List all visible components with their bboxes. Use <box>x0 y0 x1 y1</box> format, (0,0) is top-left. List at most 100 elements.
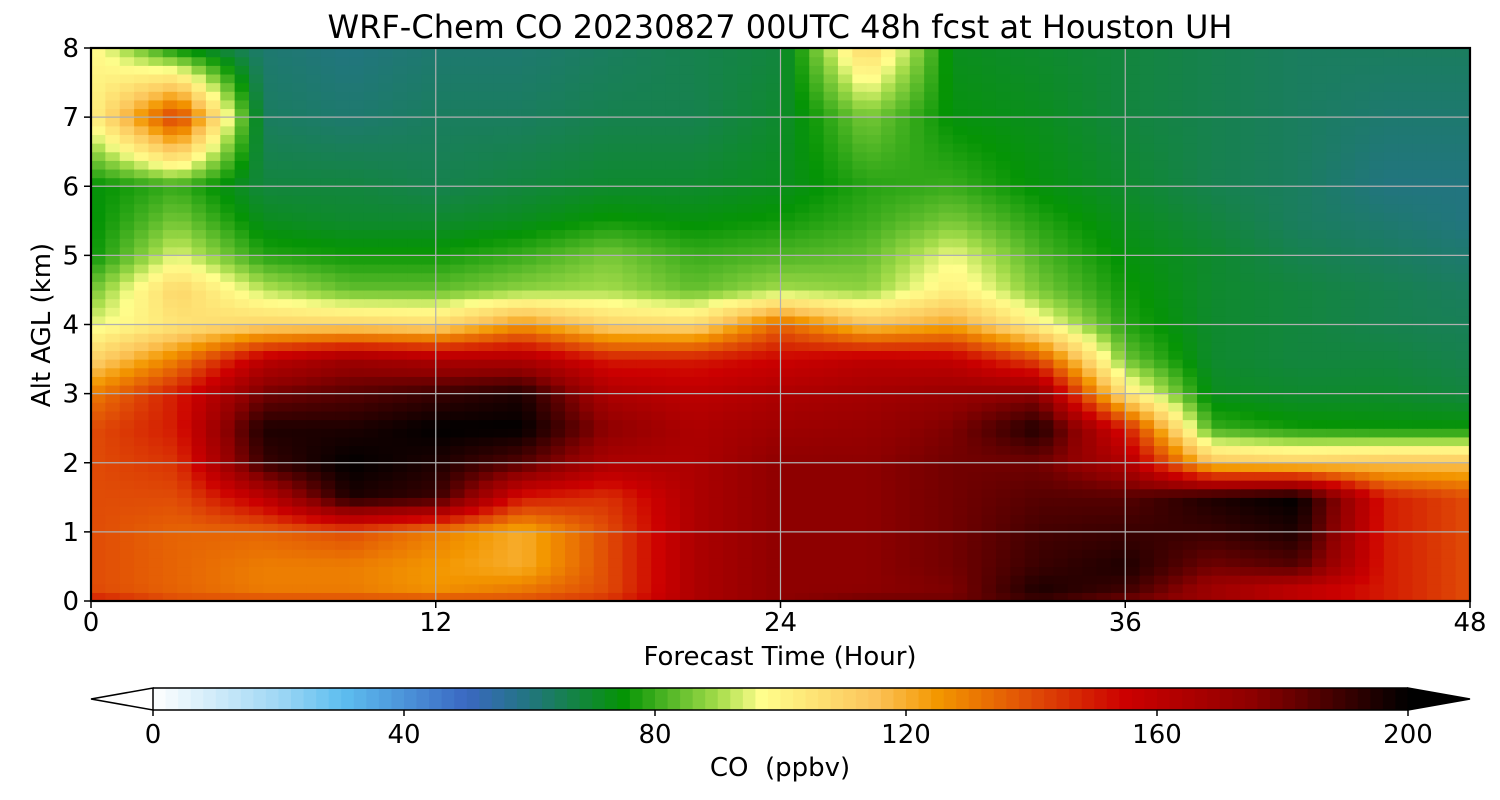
heatmap-cell <box>464 471 480 481</box>
heatmap-cell <box>837 341 853 352</box>
heatmap-cell <box>981 203 997 213</box>
heatmap-cell <box>1355 203 1371 213</box>
heatmap-cell <box>263 186 279 196</box>
heatmap-cell <box>579 168 595 179</box>
heatmap-cell <box>1240 212 1256 222</box>
heatmap-cell <box>708 359 724 369</box>
heatmap-cell <box>579 255 595 265</box>
heatmap-cell <box>292 168 308 179</box>
heatmap-cell <box>1182 238 1198 248</box>
heatmap-cell <box>737 376 753 386</box>
heatmap-cell <box>694 255 710 265</box>
heatmap-cell <box>1340 462 1356 472</box>
heatmap-cell <box>1398 462 1414 472</box>
heatmap-cell <box>91 454 106 464</box>
heatmap-cell <box>651 298 667 308</box>
heatmap-cell <box>320 186 336 196</box>
heatmap-cell <box>392 177 408 187</box>
heatmap-cell <box>1283 410 1299 421</box>
heatmap-cell <box>723 583 738 593</box>
heatmap-cell <box>277 471 293 481</box>
heatmap-cell <box>1340 436 1356 447</box>
heatmap-cell <box>1426 454 1442 464</box>
heatmap-cell <box>407 488 422 498</box>
heatmap-cell <box>1254 583 1270 593</box>
heatmap-cell <box>909 220 925 231</box>
heatmap-cell <box>306 359 322 369</box>
heatmap-cell <box>1369 410 1385 421</box>
heatmap-cell <box>593 177 609 187</box>
heatmap-cell <box>1441 255 1457 265</box>
heatmap-cell <box>651 566 667 576</box>
heatmap-cell <box>220 523 236 533</box>
heatmap-cell <box>1168 583 1184 593</box>
heatmap-cell <box>177 471 193 481</box>
heatmap-cell <box>550 566 566 576</box>
heatmap-cell <box>737 480 753 490</box>
heatmap-cell <box>349 471 365 481</box>
heatmap-cell <box>565 540 580 550</box>
heatmap-cell <box>421 264 437 274</box>
heatmap-cell <box>234 255 250 265</box>
heatmap-cell <box>1441 238 1457 248</box>
heatmap-cell <box>507 307 523 317</box>
heatmap-cell <box>1326 514 1342 524</box>
heatmap-cell <box>1297 540 1313 550</box>
heatmap-cell <box>1311 592 1327 601</box>
heatmap-cell <box>823 151 839 161</box>
heatmap-cell <box>694 350 710 360</box>
heatmap-cell <box>737 393 753 403</box>
heatmap-cell <box>794 523 810 533</box>
heatmap-cell <box>723 333 738 343</box>
heatmap-cell <box>909 410 925 421</box>
heatmap-cell <box>1426 246 1442 256</box>
heatmap-cell <box>1153 583 1169 593</box>
heatmap-cell <box>766 575 782 585</box>
heatmap-cell <box>1412 333 1428 343</box>
heatmap-cell <box>363 436 379 447</box>
heatmap-cell <box>694 212 710 222</box>
heatmap-cell <box>493 298 509 308</box>
heatmap-cell <box>1139 488 1155 498</box>
heatmap-cell <box>234 488 250 498</box>
heatmap-cell <box>809 436 825 447</box>
heatmap-cell <box>493 186 509 196</box>
heatmap-cell <box>507 264 523 274</box>
heatmap-cell <box>1326 350 1342 360</box>
heatmap-cell <box>407 220 422 231</box>
heatmap-cell <box>1067 557 1083 568</box>
heatmap-cell <box>967 168 983 179</box>
heatmap-cell <box>91 212 106 222</box>
heatmap-cell <box>392 376 408 386</box>
heatmap-cell <box>1139 402 1155 412</box>
heatmap-cell <box>694 264 710 274</box>
heatmap-cell <box>392 592 408 601</box>
heatmap-cell <box>909 497 925 507</box>
heatmap-cell <box>177 566 193 576</box>
heatmap-cell <box>91 281 106 291</box>
heatmap-cell <box>1096 238 1112 248</box>
heatmap-cell <box>1211 549 1227 559</box>
heatmap-cell <box>737 462 753 472</box>
heatmap-cell <box>794 160 810 170</box>
heatmap-cell <box>881 402 897 412</box>
heatmap-cell <box>191 212 207 222</box>
heatmap-cell <box>119 402 135 412</box>
heatmap-cell <box>1125 592 1141 601</box>
heatmap-cell <box>924 307 940 317</box>
heatmap-cell <box>1067 592 1083 601</box>
heatmap-cell <box>306 238 322 248</box>
heatmap-cell <box>1326 177 1342 187</box>
heatmap-cell <box>1168 255 1184 265</box>
heatmap-cell <box>435 393 451 403</box>
heatmap-cell <box>1024 428 1040 438</box>
heatmap-cell <box>924 393 940 403</box>
heatmap-cell <box>392 428 408 438</box>
heatmap-cell <box>565 151 580 161</box>
heatmap-cell <box>478 359 494 369</box>
heatmap-cell <box>1096 557 1112 568</box>
heatmap-cell <box>119 212 135 222</box>
heatmap-cell <box>1355 592 1371 601</box>
heatmap-cell <box>938 523 954 533</box>
heatmap-cell <box>565 298 580 308</box>
